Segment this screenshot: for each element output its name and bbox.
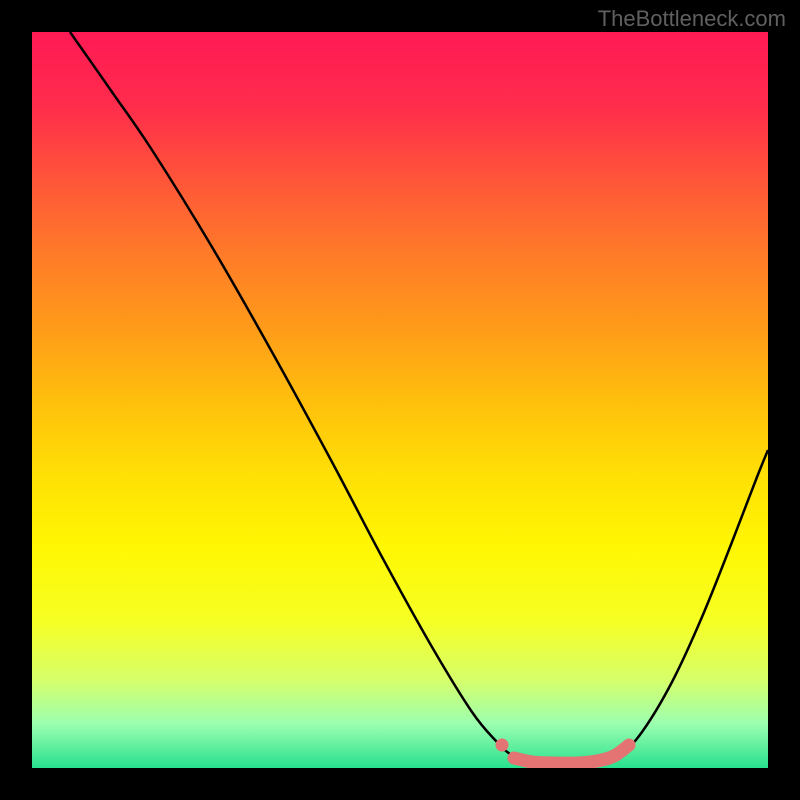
- watermark-text: TheBottleneck.com: [598, 6, 786, 32]
- bottleneck-chart: [32, 32, 768, 768]
- chart-background: [32, 32, 768, 768]
- highlight-dot: [496, 739, 509, 752]
- chart-svg: [32, 32, 768, 768]
